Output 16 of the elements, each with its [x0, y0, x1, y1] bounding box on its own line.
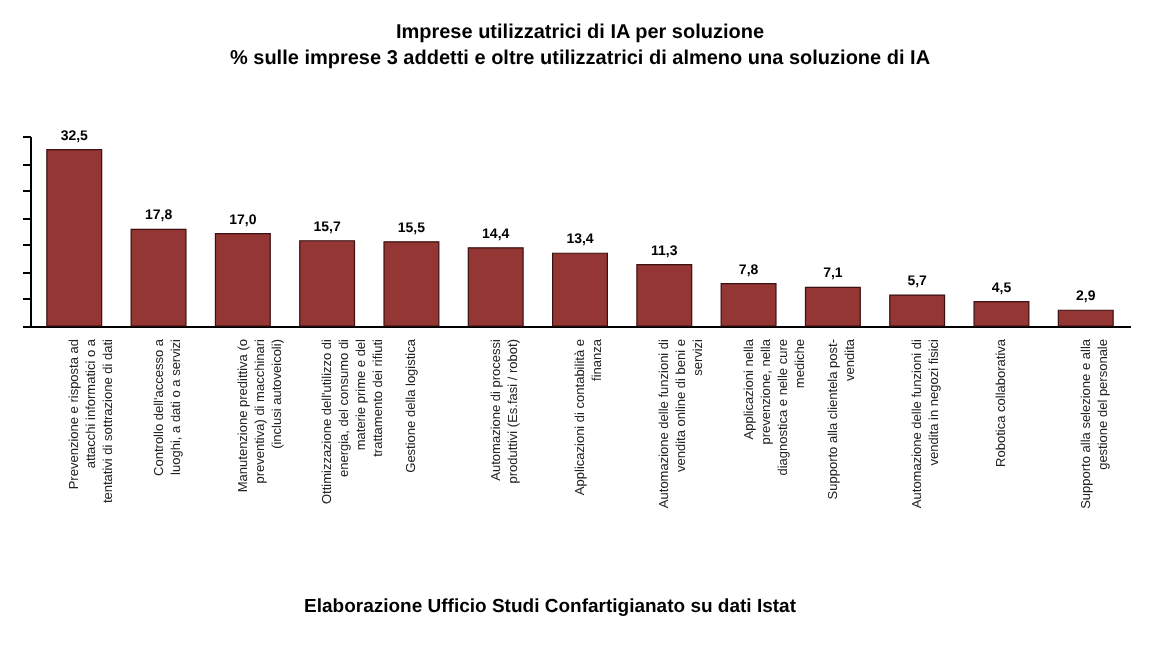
bar — [1057, 309, 1114, 327]
chart-subtitle: % sulle imprese 3 addetti e oltre utilizzatrici di almeno una soluzione di IA — [229, 47, 931, 70]
bar — [552, 252, 608, 327]
bar — [383, 241, 440, 327]
bar — [636, 264, 693, 327]
chart-title: Imprese utilizzatrici di IA per soluzione — [395, 21, 765, 44]
bar — [804, 286, 861, 327]
bar — [130, 228, 187, 327]
bar — [214, 233, 271, 327]
bar — [299, 240, 356, 327]
bar — [46, 148, 103, 327]
text: Elaborazione Ufficio Studi Confartigianato su dati Istat — [304, 596, 798, 618]
bar — [720, 283, 777, 327]
bar — [467, 247, 524, 327]
bar — [889, 294, 946, 327]
bar — [973, 300, 1030, 327]
